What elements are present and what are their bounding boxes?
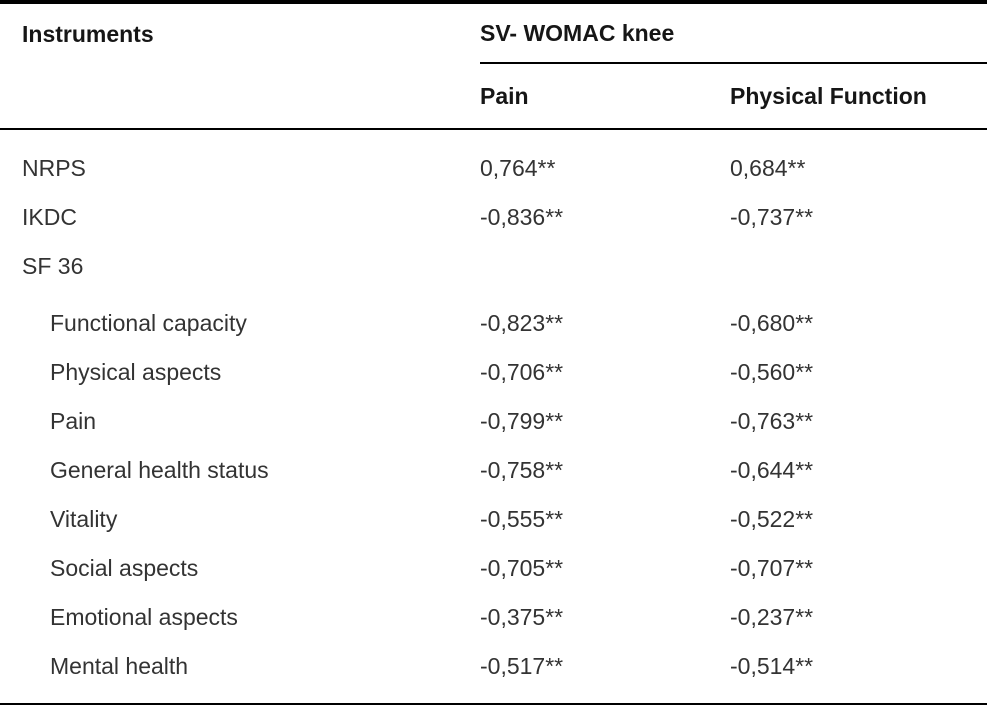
table-row: Functional capacity -0,823** -0,680** <box>0 299 987 348</box>
physical-function-value-cell: -0,737** <box>730 204 987 231</box>
row-label-cell: Functional capacity <box>0 310 480 337</box>
physical-function-value: -0,763** <box>730 408 814 434</box>
table-row: General health status -0,758** -0,644** <box>0 446 987 495</box>
table-row: Emotional aspects -0,375** -0,237** <box>0 593 987 642</box>
table-row: SF 36 <box>0 242 987 291</box>
pain-value: 0,764** <box>480 155 556 181</box>
subheader-physical-function-cell: Physical Function <box>730 83 987 110</box>
instruments-header-cell: Instruments <box>0 21 480 48</box>
physical-function-value: -0,707** <box>730 555 814 581</box>
row-label: NRPS <box>22 155 86 181</box>
table-row: Vitality -0,555** -0,522** <box>0 495 987 544</box>
row-label: Emotional aspects <box>50 604 238 630</box>
pain-value: -0,705** <box>480 555 564 581</box>
row-label: Mental health <box>50 653 189 679</box>
pain-value-cell: -0,375** <box>480 604 730 631</box>
row-label-cell: NRPS <box>0 155 480 182</box>
instruments-header-label: Instruments <box>22 20 154 47</box>
subheader-pain-cell: Pain <box>480 83 730 110</box>
row-label-cell: SF 36 <box>0 253 480 280</box>
column-group-header-label: SV- WOMAC knee <box>480 19 675 46</box>
row-label: Pain <box>50 408 97 434</box>
bottom-rule <box>0 703 987 705</box>
table-body: NRPS 0,764** 0,684** IKDC -0,836** -0,73… <box>0 130 987 691</box>
row-label-cell: General health status <box>0 457 480 484</box>
pain-value: -0,555** <box>480 506 564 532</box>
table-row: NRPS 0,764** 0,684** <box>0 144 987 193</box>
physical-function-value-cell: -0,680** <box>730 310 987 337</box>
row-label-cell: Pain <box>0 408 480 435</box>
row-label-cell: Emotional aspects <box>0 604 480 631</box>
table-row: Mental health -0,517** -0,514** <box>0 642 987 691</box>
physical-function-value: -0,737** <box>730 204 814 230</box>
pain-value: -0,517** <box>480 653 564 679</box>
table-row: Social aspects -0,705** -0,707** <box>0 544 987 593</box>
pain-value: -0,836** <box>480 204 564 230</box>
row-label-cell: Physical aspects <box>0 359 480 386</box>
physical-function-value-cell: -0,707** <box>730 555 987 582</box>
pain-value-cell: -0,823** <box>480 310 730 337</box>
pain-value: -0,706** <box>480 359 564 385</box>
pain-value-cell: -0,799** <box>480 408 730 435</box>
pain-value-cell: -0,555** <box>480 506 730 533</box>
row-label: SF 36 <box>22 253 84 279</box>
physical-function-value: 0,684** <box>730 155 806 181</box>
pain-value-cell: -0,758** <box>480 457 730 484</box>
column-group-header-cell: SV- WOMAC knee <box>480 4 987 64</box>
subheader-physical-function-label: Physical Function <box>730 82 927 109</box>
physical-function-value-cell: -0,237** <box>730 604 987 631</box>
physical-function-value: -0,644** <box>730 457 814 483</box>
physical-function-value: -0,680** <box>730 310 814 336</box>
physical-function-value-cell: -0,763** <box>730 408 987 435</box>
pain-value-cell: -0,517** <box>480 653 730 680</box>
physical-function-value: -0,514** <box>730 653 814 679</box>
table-row: IKDC -0,836** -0,737** <box>0 193 987 242</box>
row-label-cell: Social aspects <box>0 555 480 582</box>
row-label: Functional capacity <box>50 310 247 336</box>
physical-function-value: -0,560** <box>730 359 814 385</box>
table-row: Physical aspects -0,706** -0,560** <box>0 348 987 397</box>
row-label-cell: Vitality <box>0 506 480 533</box>
pain-value-cell: -0,705** <box>480 555 730 582</box>
row-label-cell: IKDC <box>0 204 480 231</box>
pain-value: -0,758** <box>480 457 564 483</box>
pain-value: -0,375** <box>480 604 564 630</box>
pain-value-cell: -0,836** <box>480 204 730 231</box>
row-label: Physical aspects <box>50 359 222 385</box>
row-label-cell: Mental health <box>0 653 480 680</box>
row-label: Vitality <box>50 506 118 532</box>
table-row: Pain -0,799** -0,763** <box>0 397 987 446</box>
physical-function-value-cell: -0,514** <box>730 653 987 680</box>
pain-value: -0,823** <box>480 310 564 336</box>
physical-function-value: -0,522** <box>730 506 814 532</box>
row-label: General health status <box>50 457 269 483</box>
row-label: Social aspects <box>50 555 199 581</box>
table-subheader-row: Pain Physical Function <box>0 64 987 130</box>
physical-function-value-cell: 0,684** <box>730 155 987 182</box>
pain-value-cell: 0,764** <box>480 155 730 182</box>
row-label: IKDC <box>22 204 77 230</box>
physical-function-value-cell: -0,560** <box>730 359 987 386</box>
pain-value-cell: -0,706** <box>480 359 730 386</box>
physical-function-value-cell: -0,522** <box>730 506 987 533</box>
physical-function-value: -0,237** <box>730 604 814 630</box>
subheader-pain-label: Pain <box>480 82 529 109</box>
pain-value: -0,799** <box>480 408 564 434</box>
table-header-row-group: Instruments SV- WOMAC knee <box>0 4 987 64</box>
top-rule <box>0 0 987 4</box>
physical-function-value-cell: -0,644** <box>730 457 987 484</box>
